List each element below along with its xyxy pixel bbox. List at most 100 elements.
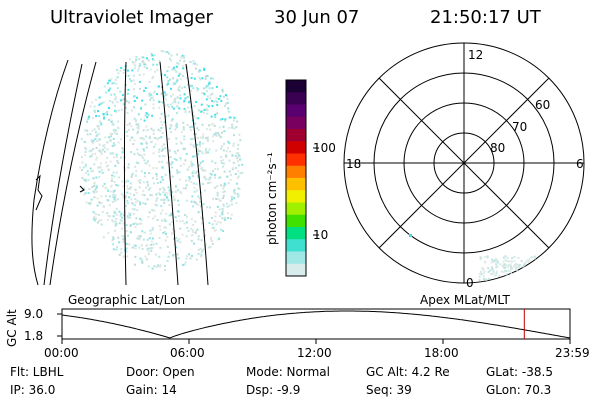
aurora-pixel [180, 192, 183, 195]
aurora-pixel [196, 127, 199, 130]
aurora-pixel [231, 167, 234, 170]
aurora-pixel [227, 140, 230, 143]
aurora-pixel [156, 138, 159, 141]
aurora-pixel [112, 171, 115, 174]
aurora-pixel [148, 135, 151, 138]
aurora-pixel [194, 67, 197, 70]
aurora-pixel [126, 185, 129, 188]
aurora-pixel [91, 129, 94, 132]
aurora-pixel [108, 195, 111, 198]
aurora-pixel [195, 202, 198, 205]
aurora-pixel [133, 95, 136, 98]
aurora-pixel [219, 221, 222, 224]
aurora-pixel [132, 79, 135, 82]
aurora-pixel [214, 211, 217, 214]
aurora-pixel [149, 232, 152, 235]
aurora-pixel [146, 67, 149, 70]
aurora-pixel [207, 105, 210, 108]
aurora-pixel [495, 263, 498, 266]
aurora-pixel [151, 77, 154, 80]
aurora-pixel [154, 143, 157, 146]
aurora-pixel [154, 70, 156, 73]
aurora-pixel [112, 193, 115, 196]
aurora-pixel [211, 135, 214, 138]
aurora-pixel [140, 260, 143, 263]
aurora-pixel [199, 78, 202, 81]
aurora-pixel [150, 249, 153, 252]
aurora-pixel [227, 217, 230, 219]
aurora-pixel [179, 227, 182, 230]
aurora-pixel [142, 238, 145, 241]
aurora-pixel [126, 199, 129, 202]
aurora-pixel [152, 103, 155, 106]
aurora-pixel [192, 62, 195, 65]
aurora-pixel [188, 166, 190, 169]
aurora-pixel [153, 54, 156, 57]
aurora-pixel [181, 233, 184, 236]
aurora-pixel [165, 232, 167, 235]
aurora-pixel [175, 142, 178, 145]
aurora-pixel [90, 140, 93, 143]
aurora-pixel [197, 128, 200, 131]
aurora-pixel [201, 150, 203, 153]
aurora-pixel [211, 87, 214, 90]
aurora-pixel [218, 208, 221, 211]
aurora-pixel [236, 182, 238, 185]
aurora-pixel [166, 192, 169, 195]
aurora-pixel [232, 161, 235, 164]
aurora-pixel [143, 194, 146, 197]
aurora-pixel [141, 156, 144, 159]
aurora-pixel [177, 62, 180, 65]
aurora-pixel [207, 84, 209, 87]
aurora-pixel [92, 177, 95, 180]
aurora-pixel [157, 264, 160, 267]
aurora-pixel [154, 253, 157, 256]
aurora-pixel [144, 87, 147, 90]
aurora-pixel [96, 133, 99, 136]
aurora-pixel [225, 202, 228, 205]
aurora-pixel [87, 117, 90, 120]
aurora-pixel [185, 255, 188, 258]
aurora-pixel [161, 132, 164, 134]
aurora-pixel [98, 149, 101, 152]
aurora-pixel [220, 136, 222, 139]
aurora-pixel [129, 214, 132, 217]
aurora-pixel [204, 149, 207, 152]
aurora-pixel [134, 174, 137, 177]
aurora-pixel [93, 163, 96, 166]
info-glat: GLat: -38.5 [486, 365, 553, 379]
aurora-pixel [137, 127, 140, 130]
aurora-pixel [162, 186, 165, 189]
aurora-pixel [142, 190, 145, 193]
coast-detail [35, 174, 85, 211]
aurora-pixel [190, 227, 193, 230]
aurora-pixel [515, 267, 517, 270]
aurora-pixel [118, 253, 121, 256]
aurora-pixel [84, 172, 87, 175]
aurora-pixel [127, 180, 129, 183]
aurora-pixel [491, 269, 494, 272]
aurora-pixel [115, 132, 118, 135]
longitude-line-5 [185, 63, 209, 286]
aurora-pixel [161, 178, 164, 181]
aurora-pixel [156, 69, 159, 71]
aurora-pixel [225, 150, 228, 153]
aurora-pixel [140, 142, 143, 145]
info-dsp: Dsp: -9.9 [246, 383, 301, 397]
aurora-pixel [161, 160, 163, 163]
aurora-pixel [166, 70, 169, 73]
aurora-pixel [96, 221, 99, 224]
aurora-pixel [209, 245, 212, 248]
aurora-pixel [141, 261, 144, 264]
aurora-pixel [100, 201, 103, 204]
aurora-pixel [209, 236, 212, 239]
colorbar [285, 79, 307, 277]
aurora-pixel [114, 164, 117, 167]
aurora-pixel [219, 98, 222, 101]
aurora-pixel [197, 248, 200, 251]
aurora-pixel [159, 265, 161, 268]
aurora-pixel [169, 78, 172, 81]
aurora-pixel [152, 237, 154, 240]
aurora-pixel [220, 156, 223, 159]
aurora-pixel [114, 98, 117, 101]
